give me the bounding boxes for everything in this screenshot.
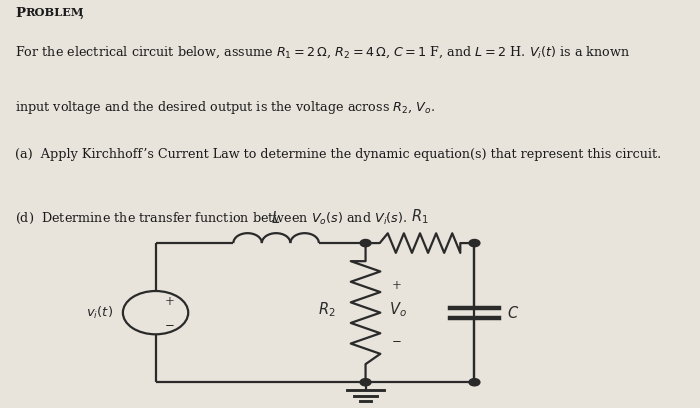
Text: For the electrical circuit below, assume $R_1 = 2\,\Omega$, $R_2 = 4\,\Omega$, $: For the electrical circuit below, assume… xyxy=(15,45,631,60)
Text: input voltage and the desired output is the voltage across $R_2$, $V_o$.: input voltage and the desired output is … xyxy=(15,99,435,116)
Text: $L$: $L$ xyxy=(272,210,281,226)
Text: ROBLEM: ROBLEM xyxy=(25,7,84,18)
Circle shape xyxy=(360,379,371,386)
Text: $R_2$: $R_2$ xyxy=(318,301,336,319)
Text: $v_i(t)$: $v_i(t)$ xyxy=(86,305,113,321)
Circle shape xyxy=(469,239,480,247)
Circle shape xyxy=(469,379,480,386)
Text: ,: , xyxy=(79,7,83,20)
Text: +: + xyxy=(164,295,174,308)
Text: (a)  Apply Kirchhoff’s Current Law to determine the dynamic equation(s) that rep: (a) Apply Kirchhoff’s Current Law to det… xyxy=(15,148,661,161)
Text: +: + xyxy=(392,279,402,293)
Text: $-$: $-$ xyxy=(164,317,175,330)
Text: $R_1$: $R_1$ xyxy=(411,207,429,226)
Text: P: P xyxy=(15,7,25,20)
Text: $V_o$: $V_o$ xyxy=(389,301,407,319)
Text: $-$: $-$ xyxy=(391,333,402,346)
Circle shape xyxy=(360,239,371,247)
Text: $C$: $C$ xyxy=(507,305,519,321)
Text: (d)  Determine the transfer function between $V_o(s)$ and $V_i(s)$.: (d) Determine the transfer function betw… xyxy=(15,211,408,226)
